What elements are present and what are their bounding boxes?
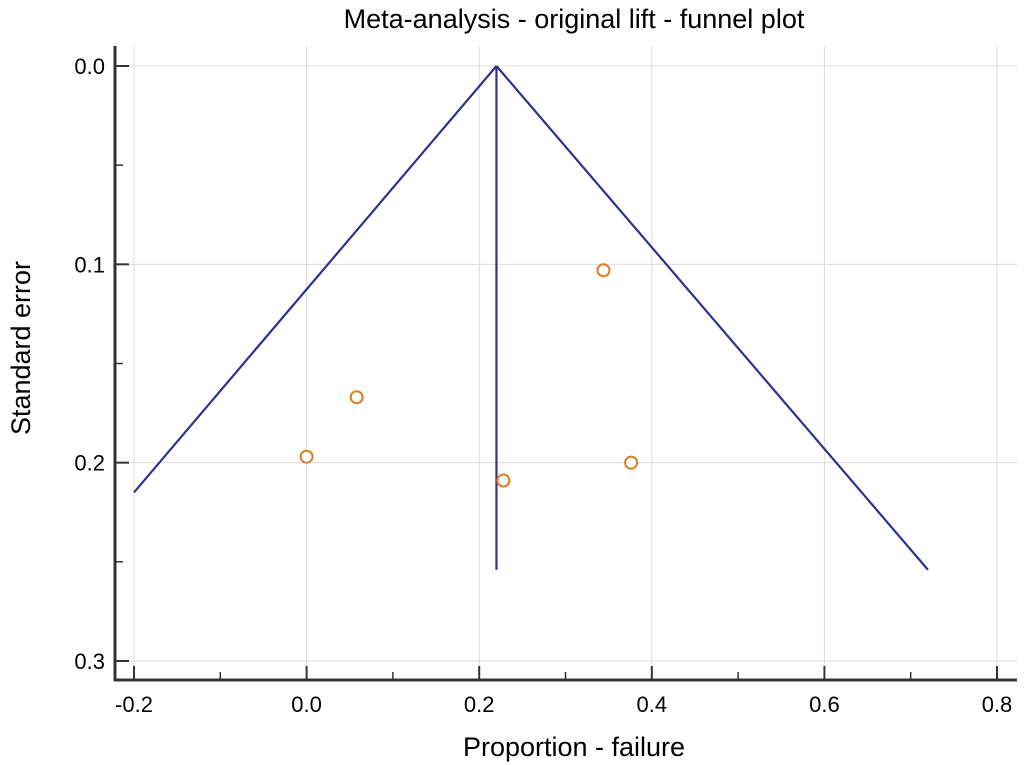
chart-title: Meta-analysis - original lift - funnel p… [344, 4, 805, 34]
grid-lines [115, 46, 1017, 680]
x-tick-label-1: 0.0 [291, 692, 322, 717]
y-tick-label-0: 0.0 [74, 54, 105, 79]
data-points [299, 263, 639, 488]
y-tick-label-3: 0.3 [74, 649, 105, 674]
tick-marks [115, 65, 998, 680]
y-axis-title: Standard error [6, 261, 36, 435]
x-tick-label-4: 0.6 [809, 692, 840, 717]
data-point-3 [596, 263, 611, 278]
x-tick-label-5: 0.8 [982, 692, 1013, 717]
tick-labels: -0.2 0.0 0.2 0.4 0.6 0.8 0.0 0.1 0.2 0.3 [74, 54, 1012, 717]
data-point-1 [349, 390, 364, 405]
data-point-0 [299, 449, 314, 464]
funnel-left-line [133, 65, 498, 494]
x-tick-label-0: -0.2 [115, 692, 153, 717]
x-axis-title: Proportion - failure [463, 732, 685, 762]
funnel-right-line [495, 65, 929, 571]
x-tick-label-3: 0.4 [637, 692, 668, 717]
data-point-4 [624, 455, 639, 470]
x-tick-label-2: 0.2 [464, 692, 495, 717]
data-point-2 [496, 473, 511, 488]
funnel-lines [133, 65, 929, 571]
y-tick-label-1: 0.1 [74, 252, 105, 277]
axes [113, 46, 1017, 682]
y-tick-label-2: 0.2 [74, 451, 105, 476]
